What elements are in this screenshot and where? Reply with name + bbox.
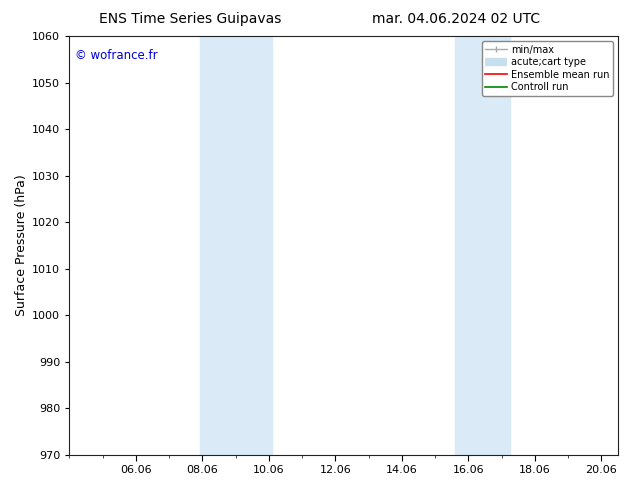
- Bar: [455, 36, 510, 455]
- Text: mar. 04.06.2024 02 UTC: mar. 04.06.2024 02 UTC: [372, 12, 541, 26]
- Y-axis label: Surface Pressure (hPa): Surface Pressure (hPa): [15, 174, 28, 316]
- Text: © wofrance.fr: © wofrance.fr: [75, 49, 157, 62]
- Legend: min/max, acute;cart type, Ensemble mean run, Controll run: min/max, acute;cart type, Ensemble mean …: [482, 41, 613, 96]
- Bar: [200, 36, 271, 455]
- Text: ENS Time Series Guipavas: ENS Time Series Guipavas: [99, 12, 281, 26]
